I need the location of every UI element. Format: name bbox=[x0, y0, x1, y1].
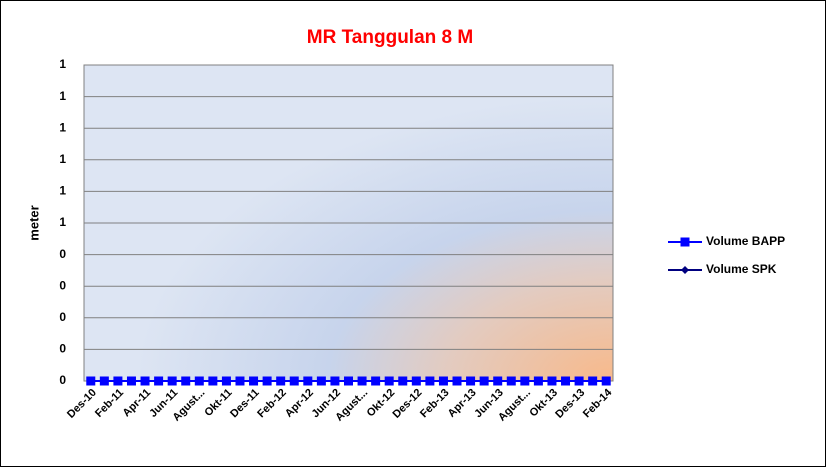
data-point bbox=[506, 376, 516, 386]
y-tick-label: 0 bbox=[59, 310, 66, 324]
y-tick-label: 1 bbox=[59, 152, 66, 166]
data-point bbox=[371, 376, 381, 386]
y-tick-label: 1 bbox=[59, 215, 66, 229]
data-point bbox=[574, 376, 584, 386]
y-tick-label: 1 bbox=[59, 57, 66, 71]
y-tick-label: 0 bbox=[59, 247, 66, 261]
legend-label: Volume SPK bbox=[706, 262, 777, 276]
data-point bbox=[479, 376, 489, 386]
y-tick-label: 1 bbox=[59, 184, 66, 198]
data-point bbox=[533, 376, 543, 386]
y-tick-label: 0 bbox=[59, 373, 66, 387]
data-point bbox=[221, 376, 231, 386]
data-point bbox=[235, 376, 245, 386]
data-point bbox=[425, 376, 435, 386]
data-point bbox=[140, 376, 150, 386]
data-point bbox=[316, 376, 326, 386]
y-tick-label: 0 bbox=[59, 278, 66, 292]
chart-title: MR Tanggulan 8 M bbox=[307, 27, 473, 48]
data-point bbox=[547, 376, 557, 386]
legend-label: Volume BAPP bbox=[706, 234, 785, 248]
legend-marker bbox=[680, 237, 690, 247]
data-point bbox=[398, 376, 408, 386]
data-point bbox=[303, 376, 313, 386]
data-point bbox=[113, 376, 123, 386]
data-point bbox=[588, 376, 598, 386]
data-point bbox=[208, 376, 218, 386]
data-point bbox=[561, 376, 571, 386]
data-point bbox=[520, 376, 530, 386]
data-point bbox=[99, 376, 109, 386]
data-point bbox=[154, 376, 164, 386]
data-point bbox=[466, 376, 476, 386]
data-point bbox=[384, 376, 394, 386]
y-tick-label: 0 bbox=[59, 342, 66, 356]
data-point bbox=[262, 376, 272, 386]
data-point bbox=[86, 376, 96, 386]
data-point bbox=[167, 376, 177, 386]
y-tick-label: 1 bbox=[59, 89, 66, 103]
data-point bbox=[249, 376, 259, 386]
data-point bbox=[493, 376, 503, 386]
legend-marker bbox=[681, 266, 689, 274]
data-point bbox=[357, 376, 367, 386]
data-point bbox=[194, 376, 204, 386]
y-axis-label: meter bbox=[26, 205, 41, 240]
data-point bbox=[276, 376, 286, 386]
data-point bbox=[452, 376, 462, 386]
data-point bbox=[289, 376, 299, 386]
data-point bbox=[344, 376, 353, 386]
data-point bbox=[601, 376, 611, 386]
data-point bbox=[126, 376, 136, 386]
data-point bbox=[181, 376, 191, 386]
data-point bbox=[411, 376, 421, 386]
y-tick-label: 1 bbox=[59, 120, 66, 134]
data-point bbox=[438, 376, 448, 386]
data-point bbox=[330, 376, 340, 386]
